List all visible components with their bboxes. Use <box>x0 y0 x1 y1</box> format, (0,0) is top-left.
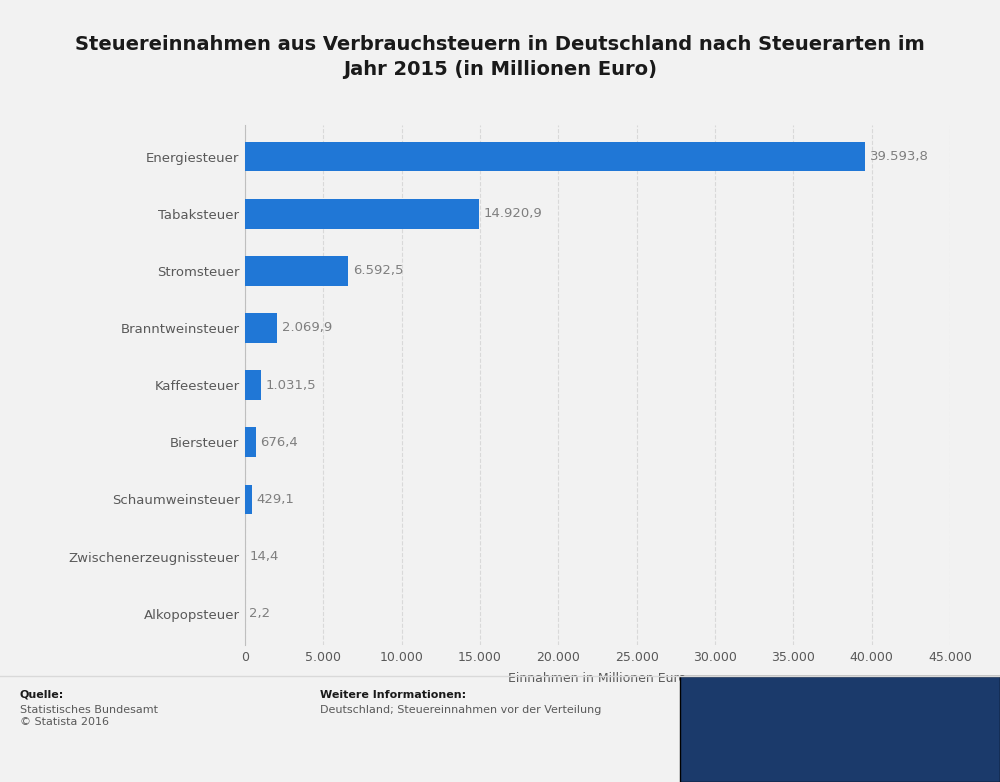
Text: 676,4: 676,4 <box>260 436 298 449</box>
Text: Weitere Informationen:: Weitere Informationen: <box>320 690 466 700</box>
Bar <box>245 370 261 400</box>
X-axis label: Einnahmen in Millionen Euro: Einnahmen in Millionen Euro <box>509 672 686 685</box>
Text: Statistisches Bundesamt
© Statista 2016: Statistisches Bundesamt © Statista 2016 <box>20 705 158 727</box>
Bar <box>245 256 348 285</box>
Text: Quelle:: Quelle: <box>20 690 64 700</box>
Text: Steuereinnahmen aus Verbrauchsteuern in Deutschland nach Steuerarten im
Jahr 201: Steuereinnahmen aus Verbrauchsteuern in … <box>75 35 925 79</box>
Text: 2.069,9: 2.069,9 <box>282 321 332 335</box>
Text: 1.031,5: 1.031,5 <box>266 378 316 392</box>
Bar <box>245 142 865 171</box>
Text: Deutschland; Steuereinnahmen vor der Verteilung: Deutschland; Steuereinnahmen vor der Ver… <box>320 705 601 716</box>
Text: 2,2: 2,2 <box>249 607 271 620</box>
Polygon shape <box>661 613 840 782</box>
Text: 6.592,5: 6.592,5 <box>353 264 403 278</box>
Text: 429,1: 429,1 <box>256 493 294 506</box>
Text: 39.593,8: 39.593,8 <box>870 150 929 163</box>
Bar <box>245 313 277 343</box>
Text: ▶: ▶ <box>962 724 974 739</box>
Text: statista: statista <box>814 721 905 741</box>
Bar <box>245 485 252 515</box>
Bar <box>245 199 479 228</box>
Bar <box>245 428 256 457</box>
Text: 14.920,9: 14.920,9 <box>483 207 542 221</box>
Text: 14,4: 14,4 <box>250 550 279 563</box>
